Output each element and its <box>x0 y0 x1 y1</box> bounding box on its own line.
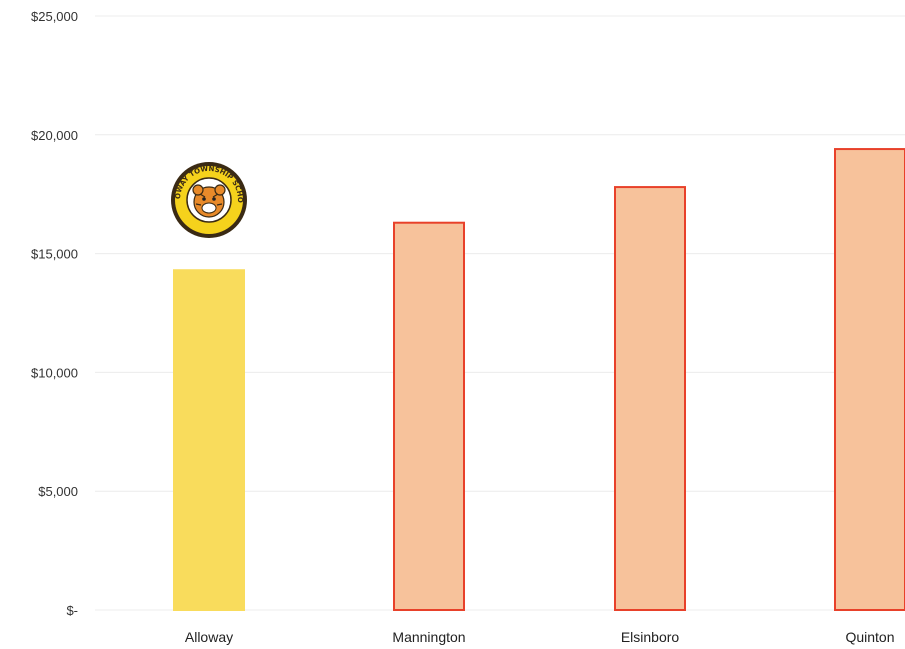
tiger-eye-right <box>212 197 216 201</box>
y-tick-label: $15,000 <box>31 247 78 262</box>
tiger-ear-left <box>192 184 204 196</box>
x-label-mannington: Mannington <box>392 629 465 645</box>
y-tick-label: $25,000 <box>31 9 78 24</box>
cropped-title <box>90 0 905 8</box>
tiger-mascot-seal-icon: ALLOWAY TOWNSHIP SCHOOL <box>171 162 247 238</box>
bar-quinton <box>834 148 905 611</box>
bar-alloway <box>173 269 245 611</box>
y-tick-label: $20,000 <box>31 128 78 143</box>
logo-group: ALLOWAY TOWNSHIP SCHOOL <box>171 162 247 238</box>
bars <box>173 148 905 612</box>
tiger-eye-left <box>202 197 206 201</box>
tiger-ear-right <box>214 184 226 196</box>
x-label-elsinboro: Elsinboro <box>621 629 680 645</box>
x-label-quinton: Quinton <box>845 629 894 645</box>
x-label-alloway: Alloway <box>185 629 233 645</box>
y-tick-label: $5,000 <box>38 484 78 499</box>
tiger-stripes <box>195 193 223 206</box>
y-axis-ticks: $- $5,000 $10,000 $15,000 $20,000 $25,000 <box>31 9 78 618</box>
x-axis-labels: Alloway Mannington Elsinboro Quinton <box>185 629 895 645</box>
y-tick-label: $10,000 <box>31 365 78 380</box>
bar-mannington <box>393 221 465 611</box>
bar-elsinboro <box>614 186 686 612</box>
y-tick-label: $- <box>66 603 78 618</box>
tiger-muzzle <box>201 202 217 214</box>
